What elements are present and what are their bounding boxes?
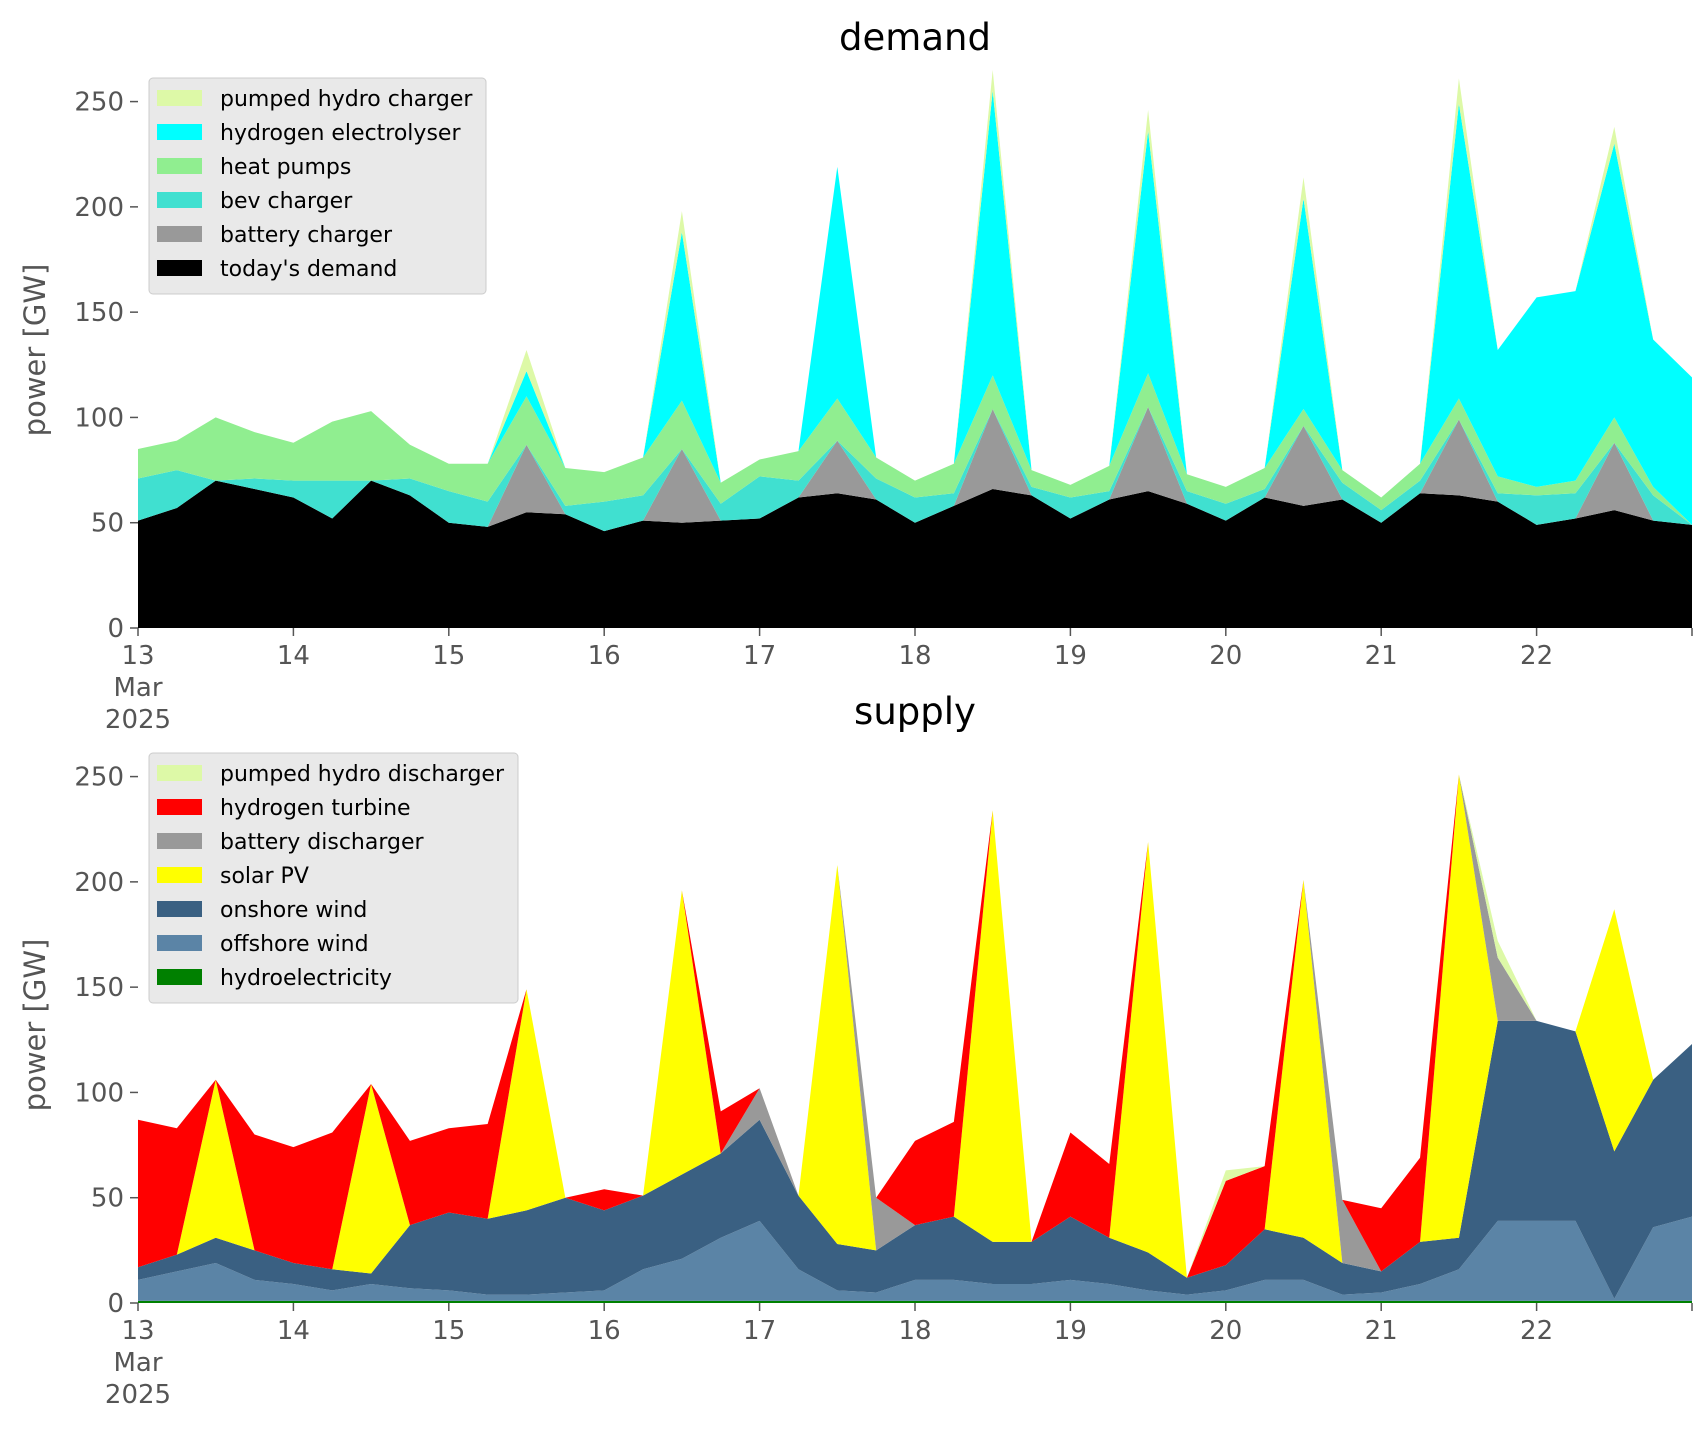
supply-series-hydrogen-turbine [138,774,1692,1278]
demand-y-tick-label: 100 [74,403,124,433]
supply-y-tick-label: 250 [74,763,124,793]
demand-legend: pumped hydro charger hydrogen electrolyse… [148,77,487,295]
demand-x-tick-label: 16 [588,641,621,671]
demand-legend-label-hydrogen-electrolyser: hydrogen electrolyser [220,121,461,146]
demand-series-battery-charger [138,406,1692,532]
demand-x-tick-label: 21 [1365,641,1398,671]
supply-x-tick-label: 16 [588,1316,621,1346]
demand-y-tick-label: 150 [74,298,124,328]
supply-plot-area [138,774,1692,1303]
demand-legend-swatch-today-s-demand [157,260,202,276]
demand-y-axis: 0 50 100 150 200 250 [74,88,138,644]
supply-x-tick-label: 18 [898,1316,931,1346]
demand-y-axis-label: power [GW] [18,264,52,437]
supply-x-tick-label: 20 [1209,1316,1242,1346]
supply-y-axis-label: power [GW] [18,939,52,1112]
demand-x-tick-label: 20 [1209,641,1242,671]
demand-x-tick-label: 19 [1054,641,1087,671]
demand-legend-label-heat-pumps: heat pumps [220,155,351,180]
demand-x-axis: 13 Mar 2025 14 15 16 17 18 19 20 21 22 [105,628,1693,735]
demand-x-tick-label: 14 [277,641,310,671]
demand-x-tick-label: 15 [432,641,465,671]
supply-y-tick-label: 150 [74,973,124,1003]
supply-legend-swatch-pumped-hydro-discharger [157,765,202,781]
demand-x-tick-label: 13 Mar 2025 [105,641,171,735]
supply-legend-label-battery-discharger: battery discharger [220,830,425,855]
supply-x-tick-label: 17 [743,1316,776,1346]
demand-y-tick-label: 250 [74,88,124,118]
supply-legend-label-hydroelectricity: hydroelectricity [220,966,392,991]
supply-legend-swatch-hydrogen-turbine [157,799,202,815]
supply-chart-title: supply [854,690,976,733]
supply-legend-swatch-onshore-wind [157,901,202,917]
supply-legend-label-solar-pv: solar PV [220,864,309,889]
demand-x-tick-label: 18 [898,641,931,671]
supply-legend-label-pumped-hydro-discharger: pumped hydro discharger [220,762,505,787]
supply-x-tick-label: 13 Mar 2025 [105,1316,171,1410]
demand-chart-title: demand [839,16,991,59]
supply-x-tick-label: 21 [1365,1316,1398,1346]
demand-y-tick-label: 200 [74,193,124,223]
demand-y-tick-label: 50 [91,509,124,539]
supply-series-offshore-wind [138,1216,1692,1301]
supply-legend: pumped hydro discharger hydrogen turbine b… [148,752,519,1004]
supply-legend-frame [148,752,519,1004]
demand-legend-label-today-s-demand: today's demand [220,257,397,282]
supply-x-tick-label: 15 [432,1316,465,1346]
demand-x-tick-label: 22 [1520,641,1553,671]
demand-series-hydrogen-electrolyser [138,91,1692,525]
demand-plot-area [138,70,1692,628]
supply-series-solar-pv [138,774,1692,1278]
supply-series-hydroelectricity [138,1300,1692,1303]
supply-y-tick-label: 50 [91,1184,124,1214]
supply-legend-label-hydrogen-turbine: hydrogen turbine [220,796,411,821]
demand-legend-label-bev-charger: bev charger [220,189,353,214]
demand-legend-swatch-pumped-hydro-charger [157,90,202,106]
demand-legend-label-pumped-hydro-charger: pumped hydro charger [220,87,473,112]
supply-y-tick-label: 0 [107,1289,124,1319]
demand-series-today-s-demand [138,480,1692,628]
supply-x-axis: 13 Mar 2025 14 15 16 17 18 19 20 21 22 [105,1303,1693,1410]
supply-y-tick-label: 100 [74,1078,124,1108]
supply-legend-swatch-hydroelectricity [157,969,202,985]
supply-x-tick-label: 19 [1054,1316,1087,1346]
demand-legend-swatch-heat-pumps [157,158,202,174]
demand-y-tick-label: 0 [107,614,124,644]
supply-legend-label-offshore-wind: offshore wind [220,932,369,957]
supply-legend-swatch-battery-discharger [157,833,202,849]
supply-y-tick-label: 200 [74,868,124,898]
supply-series-onshore-wind [138,1020,1692,1299]
demand-panel: demand power [GW] 13 Mar 2025 14 15 16 17 18 19 2… [18,16,1693,735]
supply-legend-swatch-solar-pv [157,867,202,883]
supply-y-axis: 0 50 100 150 200 250 [74,763,138,1319]
supply-legend-swatch-offshore-wind [157,935,202,951]
demand-series-heat-pumps [138,373,1692,525]
supply-panel: supply power [GW] 13 Mar 2025 14 15 16 17 18 19 2… [18,690,1693,1410]
supply-x-tick-label: 14 [277,1316,310,1346]
demand-legend-label-battery-charger: battery charger [220,223,393,248]
demand-legend-swatch-bev-charger [157,192,202,208]
demand-x-tick-label: 17 [743,641,776,671]
demand-legend-swatch-hydrogen-electrolyser [157,124,202,140]
supply-legend-label-onshore-wind: onshore wind [220,898,367,923]
demand-legend-swatch-battery-charger [157,226,202,242]
supply-x-tick-label: 22 [1520,1316,1553,1346]
demand-legend-frame [148,77,487,295]
demand-series-bev-charger [138,406,1692,532]
